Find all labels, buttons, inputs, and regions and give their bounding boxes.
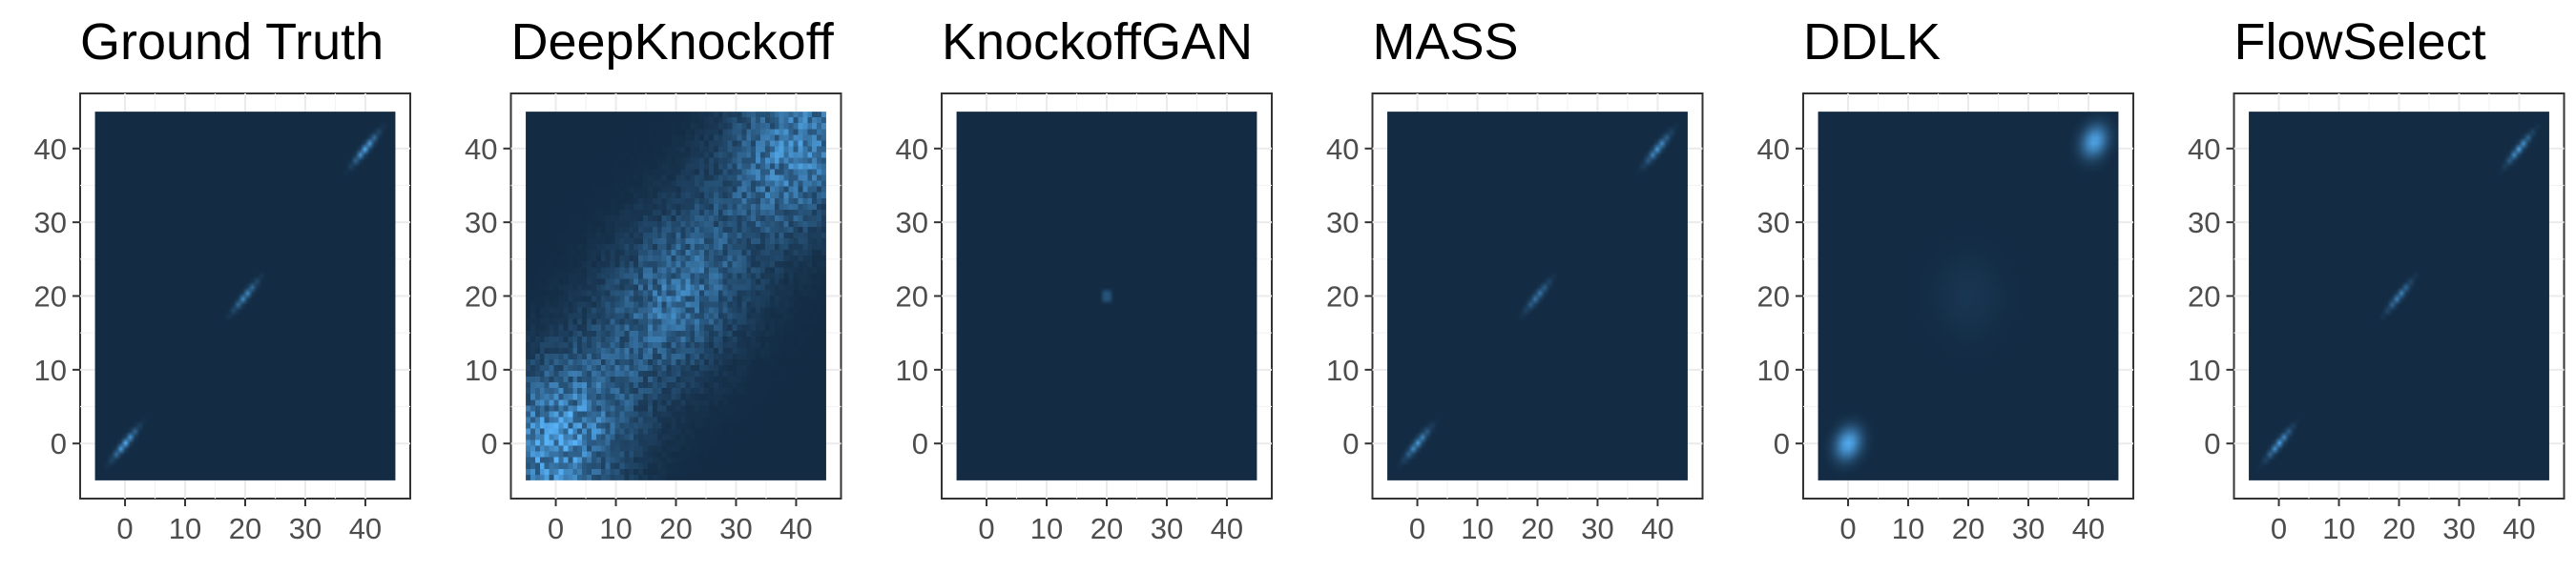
y-tick-label: 0 bbox=[912, 427, 928, 460]
y-tick-label: 40 bbox=[465, 133, 497, 166]
x-tick-label: 20 bbox=[2382, 512, 2415, 545]
x-tick-label: 40 bbox=[1641, 512, 1673, 545]
panel-title: Ground Truth bbox=[80, 13, 384, 71]
panel-5: DDLK 0 10 20 30 40 0 10 20 30 40 bbox=[1757, 13, 2134, 545]
x-tick-label: 10 bbox=[1030, 512, 1063, 545]
y-tick-label: 30 bbox=[465, 206, 497, 239]
density-heatmap bbox=[94, 112, 396, 480]
y-tick-label: 0 bbox=[1342, 427, 1359, 460]
y-tick-label: 10 bbox=[34, 354, 67, 387]
y-tick-label: 30 bbox=[2188, 206, 2220, 239]
panel-3: KnockoffGAN 0 10 20 30 40 0 10 20 30 40 bbox=[896, 13, 1273, 545]
panel-title: MASS bbox=[1373, 13, 1519, 71]
panel-6: FlowSelect 0 10 20 30 40 0 10 20 30 40 bbox=[2188, 13, 2566, 545]
y-tick-label: 40 bbox=[34, 133, 67, 166]
y-tick-label: 30 bbox=[34, 206, 67, 239]
x-tick-label: 30 bbox=[719, 512, 752, 545]
x-tick-label: 0 bbox=[1839, 512, 1856, 545]
y-tick-label: 10 bbox=[896, 354, 928, 387]
y-tick-label: 0 bbox=[51, 427, 67, 460]
y-tick-label: 10 bbox=[2188, 354, 2220, 387]
x-tick-label: 20 bbox=[1521, 512, 1553, 545]
density-heatmap bbox=[2249, 112, 2549, 480]
density-heatmap bbox=[1387, 112, 1688, 480]
panel-2: DeepKnockoff 0 10 20 30 40 0 10 20 30 40 bbox=[465, 13, 842, 545]
panel-title: FlowSelect bbox=[2234, 13, 2486, 71]
x-tick-label: 30 bbox=[2442, 512, 2475, 545]
density-heatmap bbox=[526, 112, 826, 480]
panel-1: Ground Truth 0 10 20 30 40 0 10 20 30 40 bbox=[34, 13, 411, 545]
y-tick-label: 0 bbox=[2204, 427, 2220, 460]
x-tick-label: 40 bbox=[2072, 512, 2105, 545]
x-tick-label: 0 bbox=[978, 512, 994, 545]
x-tick-label: 40 bbox=[349, 512, 382, 545]
x-tick-label: 40 bbox=[1211, 512, 1243, 545]
x-tick-label: 10 bbox=[1892, 512, 1924, 545]
y-tick-label: 40 bbox=[896, 133, 928, 166]
y-tick-label: 10 bbox=[465, 354, 497, 387]
x-tick-label: 10 bbox=[169, 512, 201, 545]
panel-title: DDLK bbox=[1803, 13, 1941, 71]
x-tick-label: 40 bbox=[779, 512, 812, 545]
panel-title: DeepKnockoff bbox=[511, 13, 835, 71]
panel-title: KnockoffGAN bbox=[942, 13, 1253, 71]
x-tick-label: 30 bbox=[1581, 512, 1613, 545]
x-tick-label: 0 bbox=[548, 512, 564, 545]
y-tick-label: 20 bbox=[34, 280, 67, 314]
y-tick-label: 30 bbox=[1757, 206, 1790, 239]
x-tick-label: 30 bbox=[2012, 512, 2045, 545]
density-heatmap bbox=[956, 112, 1257, 480]
x-tick-label: 0 bbox=[2271, 512, 2287, 545]
y-tick-label: 30 bbox=[896, 206, 928, 239]
y-tick-label: 40 bbox=[1757, 133, 1790, 166]
y-tick-label: 10 bbox=[1326, 354, 1359, 387]
y-tick-label: 30 bbox=[1326, 206, 1359, 239]
x-tick-label: 10 bbox=[2322, 512, 2355, 545]
y-tick-label: 20 bbox=[465, 280, 497, 314]
panel-4: MASS 0 10 20 30 40 0 10 20 30 40 bbox=[1326, 13, 1704, 545]
y-tick-label: 20 bbox=[1757, 280, 1790, 314]
y-tick-label: 40 bbox=[1326, 133, 1359, 166]
y-tick-label: 20 bbox=[2188, 280, 2220, 314]
x-tick-label: 10 bbox=[1461, 512, 1493, 545]
y-tick-label: 20 bbox=[896, 280, 928, 314]
x-tick-label: 20 bbox=[1091, 512, 1123, 545]
y-tick-label: 0 bbox=[481, 427, 497, 460]
x-tick-label: 20 bbox=[229, 512, 261, 545]
y-tick-label: 10 bbox=[1757, 354, 1790, 387]
x-tick-label: 0 bbox=[1409, 512, 1425, 545]
y-tick-label: 40 bbox=[2188, 133, 2220, 166]
y-tick-label: 20 bbox=[1326, 280, 1359, 314]
density-heatmap bbox=[1818, 112, 2119, 480]
x-tick-label: 0 bbox=[116, 512, 133, 545]
x-tick-label: 20 bbox=[1952, 512, 1984, 545]
y-tick-label: 0 bbox=[1774, 427, 1790, 460]
x-tick-label: 20 bbox=[659, 512, 692, 545]
x-tick-label: 30 bbox=[289, 512, 322, 545]
x-tick-label: 40 bbox=[2503, 512, 2535, 545]
x-tick-label: 10 bbox=[599, 512, 632, 545]
x-tick-label: 30 bbox=[1151, 512, 1183, 545]
